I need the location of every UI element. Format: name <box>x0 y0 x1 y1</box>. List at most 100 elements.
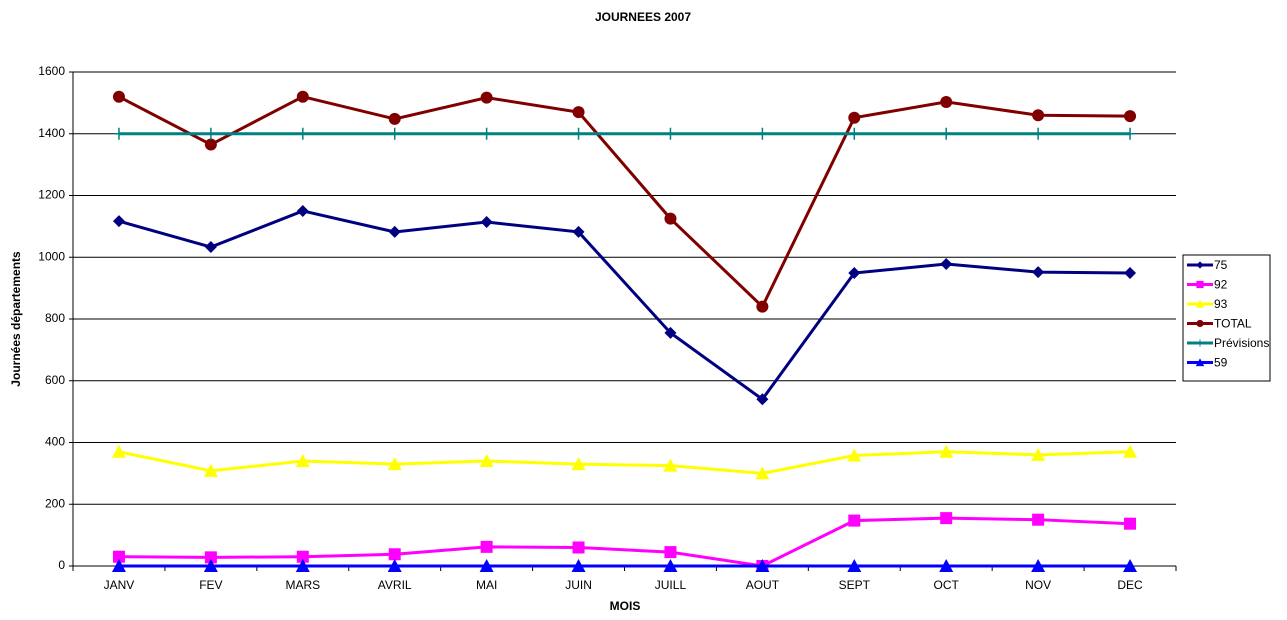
data-point <box>755 466 770 480</box>
x-tick-label: DEC <box>1117 578 1143 592</box>
data-point <box>756 300 769 313</box>
data-point <box>295 454 310 468</box>
x-tick-label: JUILL <box>655 578 687 592</box>
y-tick-label: 200 <box>45 496 65 510</box>
y-tick-label: 1000 <box>38 249 65 263</box>
data-point <box>849 127 860 140</box>
x-tick-label: NOV <box>1025 578 1051 592</box>
data-point <box>480 216 493 229</box>
series-line <box>118 95 1131 310</box>
legend-label: Prévisions <box>1214 336 1269 350</box>
data-point <box>941 127 952 140</box>
data-point <box>1124 266 1137 279</box>
legend-label: 75 <box>1214 258 1228 272</box>
data-point <box>1032 109 1045 122</box>
data-point <box>389 127 400 140</box>
data-point <box>847 559 862 572</box>
data-point <box>940 258 953 271</box>
data-point <box>939 444 954 458</box>
data-point <box>112 215 125 228</box>
data-point <box>571 457 586 471</box>
data-point <box>481 127 492 140</box>
data-point <box>203 559 218 572</box>
data-point <box>111 444 126 458</box>
data-point <box>204 551 217 564</box>
data-point <box>296 550 309 563</box>
data-point <box>571 559 586 572</box>
data-point <box>388 548 401 561</box>
data-point <box>113 127 124 140</box>
data-point <box>480 91 493 104</box>
data-point <box>1124 110 1137 123</box>
series-line <box>118 450 1131 475</box>
x-tick-label: JANV <box>104 578 135 592</box>
data-point <box>665 127 676 140</box>
series-line <box>118 516 1131 568</box>
data-point <box>205 127 216 140</box>
y-tick-label: 1400 <box>38 126 65 140</box>
data-point <box>1123 559 1138 572</box>
data-point <box>848 514 861 527</box>
x-tick-label: OCT <box>934 578 960 592</box>
data-point <box>204 138 217 151</box>
data-point <box>1123 444 1138 458</box>
data-point <box>572 106 585 119</box>
data-point <box>757 127 768 140</box>
data-point <box>203 463 218 477</box>
y-tick-label: 400 <box>45 435 65 449</box>
data-point <box>388 112 401 125</box>
data-point <box>1031 559 1046 572</box>
data-point <box>296 90 309 103</box>
legend-label: 92 <box>1214 278 1228 292</box>
data-point <box>479 454 494 468</box>
legend-label: 59 <box>1214 356 1228 370</box>
y-axis-label: Journées départements <box>9 251 23 387</box>
x-tick-label: MAI <box>476 578 497 592</box>
x-axis-label: MOIS <box>610 599 641 613</box>
data-point <box>387 559 402 572</box>
x-tick-label: AOUT <box>746 578 780 592</box>
data-point <box>1032 513 1045 526</box>
data-point <box>572 225 585 238</box>
data-point <box>664 326 677 339</box>
data-point <box>573 127 584 140</box>
data-point <box>755 559 770 572</box>
data-point <box>112 90 125 103</box>
data-point <box>388 225 401 238</box>
x-tick-label: JUIN <box>565 578 592 592</box>
y-tick-label: 600 <box>45 373 65 387</box>
legend-label: 93 <box>1214 297 1228 311</box>
data-point <box>297 127 308 140</box>
data-point <box>848 111 861 124</box>
series-line <box>118 209 1131 402</box>
data-point <box>663 559 678 572</box>
legend-marker <box>1196 319 1204 328</box>
data-point <box>112 550 125 563</box>
legend-marker <box>1195 358 1205 367</box>
legend-box <box>1182 254 1271 382</box>
y-tick-label: 800 <box>45 311 65 325</box>
y-tick-label: 1600 <box>38 64 65 78</box>
legend-marker <box>1196 280 1204 289</box>
x-tick-label: FEV <box>199 578 222 592</box>
data-point <box>664 546 677 559</box>
chart-title: JOURNEES 2007 <box>595 10 691 24</box>
x-tick-label: MARS <box>285 578 320 592</box>
data-point <box>756 393 769 406</box>
data-point <box>847 448 862 462</box>
legend-label: TOTAL <box>1214 317 1252 331</box>
y-tick-label: 1200 <box>38 188 65 202</box>
legend-marker <box>1197 339 1204 347</box>
data-point <box>480 540 493 553</box>
data-point <box>940 95 953 108</box>
data-point <box>387 457 402 471</box>
data-point <box>295 559 310 572</box>
x-tick-label: SEPT <box>839 578 871 592</box>
data-point <box>664 212 677 225</box>
data-point <box>479 559 494 572</box>
y-tick-label: 0 <box>58 558 65 572</box>
data-point <box>204 241 217 254</box>
legend-marker <box>1195 299 1205 308</box>
